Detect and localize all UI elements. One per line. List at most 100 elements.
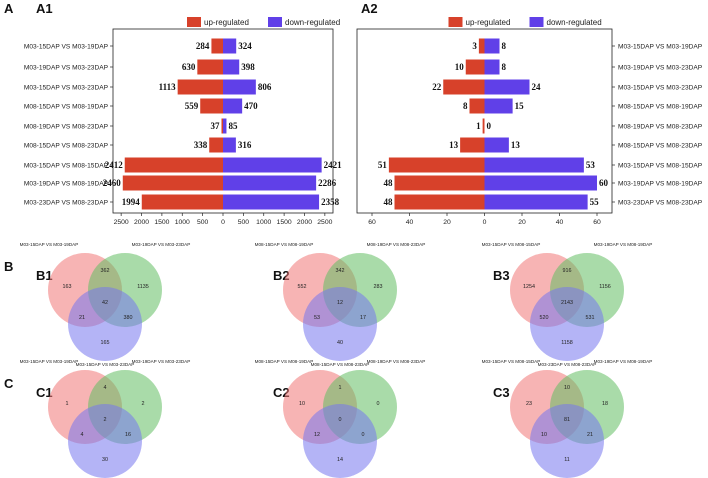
venn-count-abc: 81 [564, 417, 570, 423]
value-label-up: 338 [194, 140, 208, 150]
venn-count-a: 23 [526, 401, 532, 407]
bar-row: 1 0 M08-19DAP VS M08-23DAP [476, 118, 703, 134]
x-tick-label: 1500 [154, 219, 169, 226]
venn-B1: B1 M03-15DAP VS M03-19DAP M03-19DAP VS M03… [20, 242, 191, 367]
bar-up [122, 175, 223, 191]
venn-count-ab: 4 [104, 385, 107, 391]
category-label: M08-19DAP VS M08-23DAP [618, 123, 703, 130]
x-tick-label: 0 [221, 219, 225, 226]
value-label-down: 24 [532, 82, 542, 92]
bar-row: 284 324 M03-15DAP VS M03-19DAP [24, 38, 252, 54]
venn-title: C1 [36, 385, 53, 400]
bar-down [484, 157, 584, 173]
value-label-up: 8 [463, 101, 468, 111]
category-label: M03-19DAP VS M03-23DAP [618, 64, 703, 71]
bar-up [460, 137, 485, 153]
venn-count-b: 283 [374, 284, 383, 290]
venn-count-c: 1158 [561, 340, 573, 346]
value-label-up: 10 [455, 62, 465, 72]
venn-count-abc: 42 [102, 300, 108, 306]
bar-row: 630 398 M03-19DAP VS M03-23DAP [24, 59, 255, 75]
venn-count-b: 18 [602, 401, 608, 407]
bar-row: 37 85 M08-19DAP VS M08-23DAP [24, 118, 238, 134]
value-label-up: 630 [182, 62, 196, 72]
venn-count-bc: 0 [362, 432, 365, 438]
venn-circle-c [303, 287, 377, 361]
value-label-down: 2421 [324, 160, 343, 170]
bar-up [221, 118, 223, 134]
venn-set-label-b: M03-19DAP VS M08-19DAP [594, 359, 653, 364]
value-label-down: 2286 [318, 178, 337, 188]
venn-count-abc: 0 [339, 417, 342, 423]
venn-count-a: 1 [66, 401, 69, 407]
x-tick-label: 1500 [277, 219, 292, 226]
bar-down [223, 194, 320, 210]
bar-row: 48 60 M03-19DAP VS M08-19DAP [384, 175, 703, 191]
venn-set-label-c: M03-23DAP VS M08-23DAP [538, 362, 597, 367]
venn-count-ac: 53 [314, 315, 320, 321]
value-label-up: 3 [472, 41, 477, 51]
venn-set-label-b: M03-19DAP VS M08-19DAP [594, 242, 653, 247]
bar-up [478, 38, 485, 54]
category-label: M03-19DAP VS M08-19DAP [618, 180, 703, 187]
venn-circle-c [303, 404, 377, 478]
chart-title: A2 [361, 1, 378, 16]
value-label-down: 53 [586, 160, 596, 170]
value-label-down: 13 [511, 140, 521, 150]
bar-up [209, 137, 223, 153]
x-tick-label: 500 [238, 219, 250, 226]
bar-up [388, 157, 485, 173]
venn-count-abc: 2143 [561, 300, 573, 306]
venn-count-c: 40 [337, 340, 343, 346]
bar-down [484, 59, 500, 75]
category-label: M03-15DAP VS M03-23DAP [24, 84, 109, 91]
value-label-down: 398 [241, 62, 255, 72]
venn-count-abc: 12 [337, 300, 343, 306]
value-label-down: 324 [238, 41, 252, 51]
venn-count-ab: 916 [563, 268, 572, 274]
value-label-down: 806 [258, 82, 272, 92]
category-label: M08-15DAP VS M08-19DAP [24, 103, 109, 110]
venn-diagrams: B1 M03-15DAP VS M03-19DAP M03-19DAP VS M03… [20, 242, 653, 478]
venn-count-ab: 1 [339, 385, 342, 391]
venn-count-a: 552 [298, 284, 307, 290]
venn-set-label-a: M08-15DAP VS M08-19DAP [255, 359, 314, 364]
venn-count-abc: 2 [104, 417, 107, 423]
bar-up [482, 118, 485, 134]
x-tick-label: 2500 [114, 219, 129, 226]
x-tick-label: 20 [443, 219, 451, 226]
chart-A1: A1 up-regulated down-regulated 284 324 M03-15… [24, 1, 342, 226]
bar-down [484, 98, 513, 114]
value-label-up: 1 [476, 121, 481, 131]
value-label-up: 48 [384, 178, 394, 188]
legend-label-down: down-regulated [285, 18, 340, 27]
category-label: M03-23DAP VS M08-23DAP [24, 199, 109, 206]
x-tick-label: 40 [556, 219, 564, 226]
bar-down [484, 79, 530, 95]
venn-circle-c [530, 287, 604, 361]
value-label-up: 1113 [159, 82, 177, 92]
legend-swatch-down [268, 17, 282, 27]
value-label-down: 60 [599, 178, 609, 188]
chart-title: A1 [36, 1, 53, 16]
venn-set-label-a: M03-15DAP VS M08-15DAP [482, 359, 541, 364]
value-label-up: 48 [384, 197, 394, 207]
x-tick-label: 60 [368, 219, 376, 226]
bar-up [124, 157, 223, 173]
venn-circle-c [68, 404, 142, 478]
venn-set-label-b: M03-19DAP VS M03-23DAP [132, 359, 191, 364]
venn-count-bc: 380 [124, 315, 133, 321]
value-label-up: 51 [378, 160, 388, 170]
bar-row: 10 8 M03-19DAP VS M03-23DAP [455, 59, 703, 75]
category-label: M08-15DAP VS M08-23DAP [24, 142, 109, 149]
venn-set-label-b: M08-19DAP VS M08-23DAP [367, 359, 426, 364]
venn-count-b: 0 [377, 401, 380, 407]
category-label: M03-19DAP VS M03-23DAP [24, 64, 109, 71]
x-tick-label: 1000 [256, 219, 271, 226]
bar-up [211, 38, 223, 54]
value-label-up: 559 [185, 101, 199, 111]
x-tick-label: 2000 [297, 219, 312, 226]
